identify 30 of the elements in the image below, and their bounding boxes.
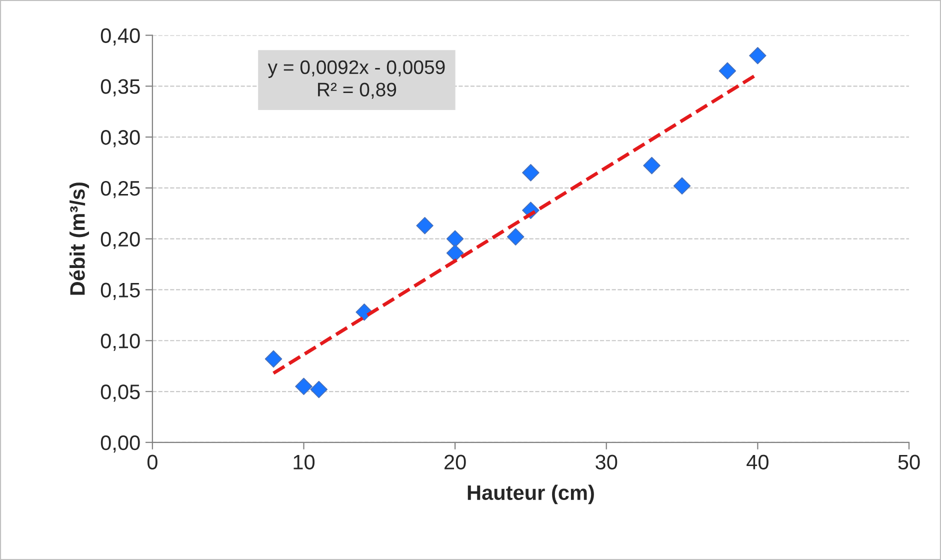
point xyxy=(295,378,312,396)
point xyxy=(264,350,282,368)
y-tick-label: 0,00 xyxy=(100,435,140,453)
y-tick-label: 0,40 xyxy=(100,28,140,46)
y-tick-label: 0,25 xyxy=(100,180,140,198)
x-tick-label: 0 xyxy=(147,454,158,470)
annotation: y = 0,0092x - 0,0059 R² = 0,89 xyxy=(268,60,445,99)
point xyxy=(673,177,691,195)
point xyxy=(310,380,328,398)
point xyxy=(446,244,464,262)
y-tick-label: 0,30 xyxy=(100,130,140,148)
y-tick-label: 0,20 xyxy=(100,232,140,250)
point xyxy=(506,228,524,246)
y-axis-title: Débit (m³/s) xyxy=(69,182,89,295)
point xyxy=(446,230,464,248)
point xyxy=(749,47,766,64)
point xyxy=(718,62,736,80)
x-axis-title: Hauteur (cm) xyxy=(468,484,594,504)
x-tick-label: 50 xyxy=(898,454,920,470)
point xyxy=(522,164,540,182)
point xyxy=(643,156,660,174)
y-tick-label: 0,35 xyxy=(100,79,140,96)
y-tick-label: 0,05 xyxy=(100,384,140,402)
x-tick-label: 30 xyxy=(596,454,618,470)
x-tick-label: 10 xyxy=(294,454,315,470)
point xyxy=(416,216,434,234)
x-tick-label: 20 xyxy=(444,454,466,470)
x-tick-label: 40 xyxy=(746,454,768,470)
y-tick-label: 0,15 xyxy=(100,282,140,300)
y-tick-label: 0,10 xyxy=(100,334,140,351)
